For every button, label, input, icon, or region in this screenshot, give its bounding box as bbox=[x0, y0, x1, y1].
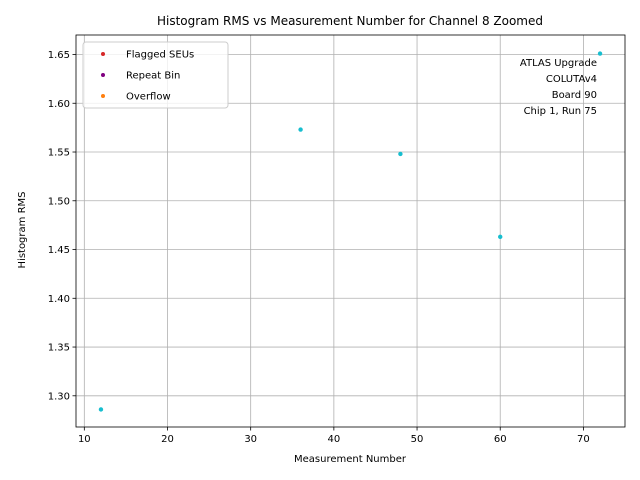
legend-marker bbox=[101, 73, 105, 77]
legend-box bbox=[82, 41, 229, 109]
legend-label: Flagged SEUs bbox=[126, 50, 194, 61]
legend-label: Overflow bbox=[126, 92, 171, 103]
x-tick-label: 70 bbox=[577, 434, 590, 445]
x-tick-label: 30 bbox=[244, 434, 257, 445]
x-tick-label: 40 bbox=[327, 434, 340, 445]
data-point bbox=[298, 127, 303, 132]
data-points bbox=[98, 51, 603, 412]
annotation-line: COLUTAv4 bbox=[546, 74, 597, 85]
x-axis-label: Measurement Number bbox=[294, 454, 407, 465]
y-tick-label: 1.50 bbox=[48, 196, 70, 207]
annotation-line: Board 90 bbox=[552, 90, 597, 101]
x-tick-label: 20 bbox=[161, 434, 174, 445]
legend-items: Flagged SEUs Repeat Bin Overflow bbox=[101, 50, 194, 103]
y-tick-label: 1.60 bbox=[48, 99, 70, 110]
plot-frame bbox=[75, 34, 626, 428]
legend-marker bbox=[101, 94, 105, 98]
legend: Flagged SEUs Repeat Bin Overflow bbox=[82, 41, 229, 109]
data-point bbox=[498, 234, 503, 240]
y-tick-label: 1.35 bbox=[48, 343, 70, 354]
x-tick-label: 10 bbox=[78, 434, 91, 445]
data-point bbox=[398, 151, 403, 157]
chart-annotation: ATLAS Upgrade COLUTAv4 Board 90 Chip 1, Run… bbox=[520, 58, 597, 117]
y-axis-label: Histogram RMS bbox=[17, 192, 28, 269]
legend-marker bbox=[101, 52, 105, 56]
data-point bbox=[597, 51, 603, 56]
data-point bbox=[98, 407, 104, 412]
x-axis-ticks: 10 20 30 40 50 60 70 bbox=[78, 427, 590, 445]
chart-title: Histogram RMS vs Measurement Number for … bbox=[157, 14, 543, 28]
y-tick-label: 1.30 bbox=[48, 391, 70, 402]
y-tick-label: 1.45 bbox=[48, 245, 70, 256]
annotation-line: Chip 1, Run 75 bbox=[524, 106, 597, 117]
y-tick-label: 1.40 bbox=[48, 294, 70, 305]
y-axis-ticks: 1.30 1.35 1.40 1.45 1.50 1.55 1.60 1.65 bbox=[48, 50, 76, 402]
y-tick-label: 1.55 bbox=[48, 148, 70, 159]
y-tick-label: 1.65 bbox=[48, 50, 70, 61]
annotation-line: ATLAS Upgrade bbox=[520, 58, 597, 69]
x-tick-label: 50 bbox=[411, 434, 424, 445]
legend-label: Repeat Bin bbox=[126, 71, 180, 82]
x-tick-label: 60 bbox=[494, 434, 507, 445]
grid bbox=[76, 35, 625, 427]
